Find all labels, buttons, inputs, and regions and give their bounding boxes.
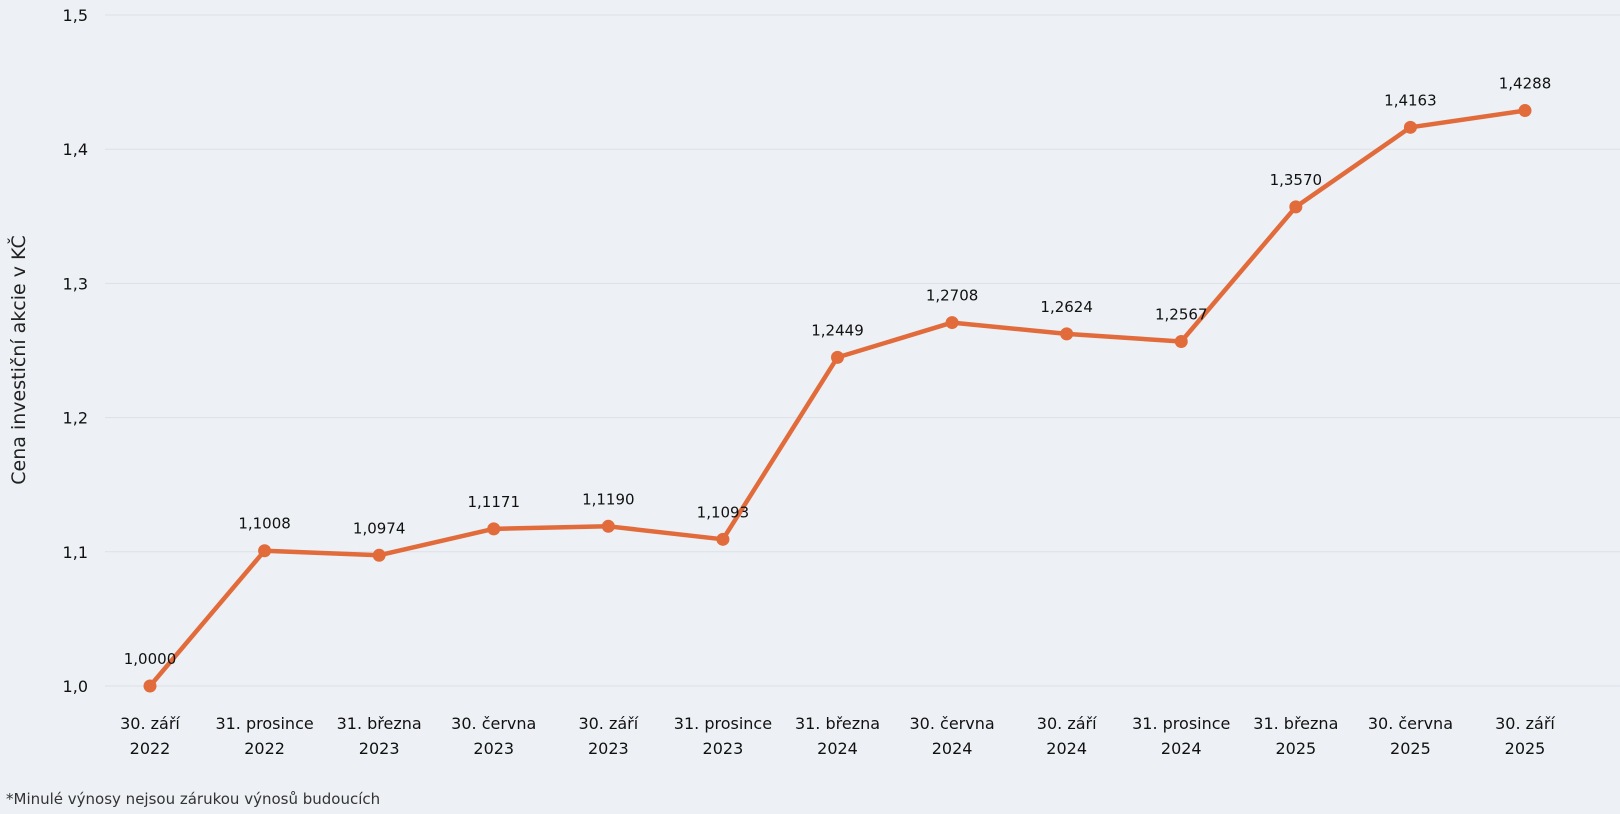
- data-label: 1,2624: [1040, 298, 1093, 316]
- data-point: [1518, 104, 1532, 118]
- gridlines: [105, 14, 1620, 687]
- data-label: 1,4163: [1384, 91, 1437, 109]
- y-axis-ticks: 1,0 1,1 1,2 1,3 1,4 1,5: [63, 6, 88, 696]
- x-tick-label: 30. září: [120, 714, 180, 733]
- data-label: 1,1093: [697, 503, 750, 521]
- x-tick-label: 30. června: [451, 714, 536, 733]
- data-point: [143, 679, 157, 693]
- x-tick-label: 2024: [932, 739, 973, 758]
- series-line: 1,0000 1,1008 1,0974 1,1171 1,1190 1,1093 1,24…: [124, 75, 1552, 693]
- data-label: 1,1171: [468, 493, 521, 511]
- data-label: 1,4288: [1499, 75, 1552, 93]
- data-label: 1,1190: [582, 490, 635, 508]
- data-point: [1289, 200, 1303, 214]
- x-tick-label: 31. prosince: [215, 714, 313, 733]
- x-tick-label: 2024: [1046, 739, 1087, 758]
- x-tick-label: 30. září: [578, 714, 638, 733]
- data-label: 1,2708: [926, 287, 979, 305]
- data-label: 1,2449: [811, 321, 864, 339]
- x-tick-label: 2023: [359, 739, 400, 758]
- data-point: [831, 350, 844, 364]
- data-point: [601, 519, 615, 533]
- y-tick-label: 1,3: [63, 274, 88, 293]
- x-tick-label: 2023: [588, 739, 629, 758]
- y-tick-label: 1,1: [63, 543, 88, 562]
- y-tick-label: 1,2: [63, 409, 88, 428]
- x-tick-label: 30. září: [1037, 714, 1097, 733]
- x-tick-label: 30. září: [1495, 714, 1555, 733]
- data-point: [716, 532, 730, 546]
- x-tick-label: 31. března: [1253, 714, 1338, 733]
- x-tick-label: 2024: [1161, 739, 1202, 758]
- x-tick-label: 30. června: [1368, 714, 1453, 733]
- x-tick-label: 2023: [703, 739, 744, 758]
- footnote: *Minulé výnosy nejsou zárukou výnosů bud…: [6, 790, 381, 808]
- data-point: [372, 548, 386, 562]
- x-tick-label: 2025: [1505, 739, 1546, 758]
- x-tick-label: 2023: [473, 739, 514, 758]
- x-tick-label: 2025: [1275, 739, 1316, 758]
- x-tick-label: 31. března: [337, 714, 422, 733]
- x-tick-label: 2025: [1390, 739, 1431, 758]
- x-tick-label: 2022: [244, 739, 285, 758]
- data-point: [1403, 120, 1417, 134]
- data-point: [945, 316, 959, 330]
- data-label: 1,3570: [1270, 171, 1323, 189]
- y-axis-label: Cena investiční akcie v KČ: [6, 235, 30, 484]
- x-tick-label: 30. června: [909, 714, 994, 733]
- data-label: 1,1008: [238, 515, 291, 533]
- y-tick-label: 1,4: [63, 140, 88, 159]
- x-tick-label: 2024: [817, 739, 858, 758]
- data-point: [487, 522, 501, 536]
- data-point: [258, 544, 272, 558]
- x-tick-label: 31. prosince: [674, 714, 772, 733]
- x-tick-label: 31. března: [795, 714, 880, 733]
- x-axis-ticks: 30. září 2022 31. prosince 2022 31. března 20…: [120, 714, 1555, 758]
- series-polyline: [148, 108, 1526, 688]
- data-point: [1060, 327, 1074, 341]
- data-label: 1,0974: [353, 519, 406, 537]
- x-tick-label: 2022: [130, 739, 171, 758]
- data-label: 1,0000: [124, 650, 177, 668]
- data-label: 1,2567: [1155, 306, 1208, 324]
- x-tick-label: 31. prosince: [1132, 714, 1230, 733]
- y-tick-label: 1,0: [63, 677, 88, 696]
- data-point: [1174, 335, 1188, 349]
- y-tick-label: 1,5: [63, 6, 88, 25]
